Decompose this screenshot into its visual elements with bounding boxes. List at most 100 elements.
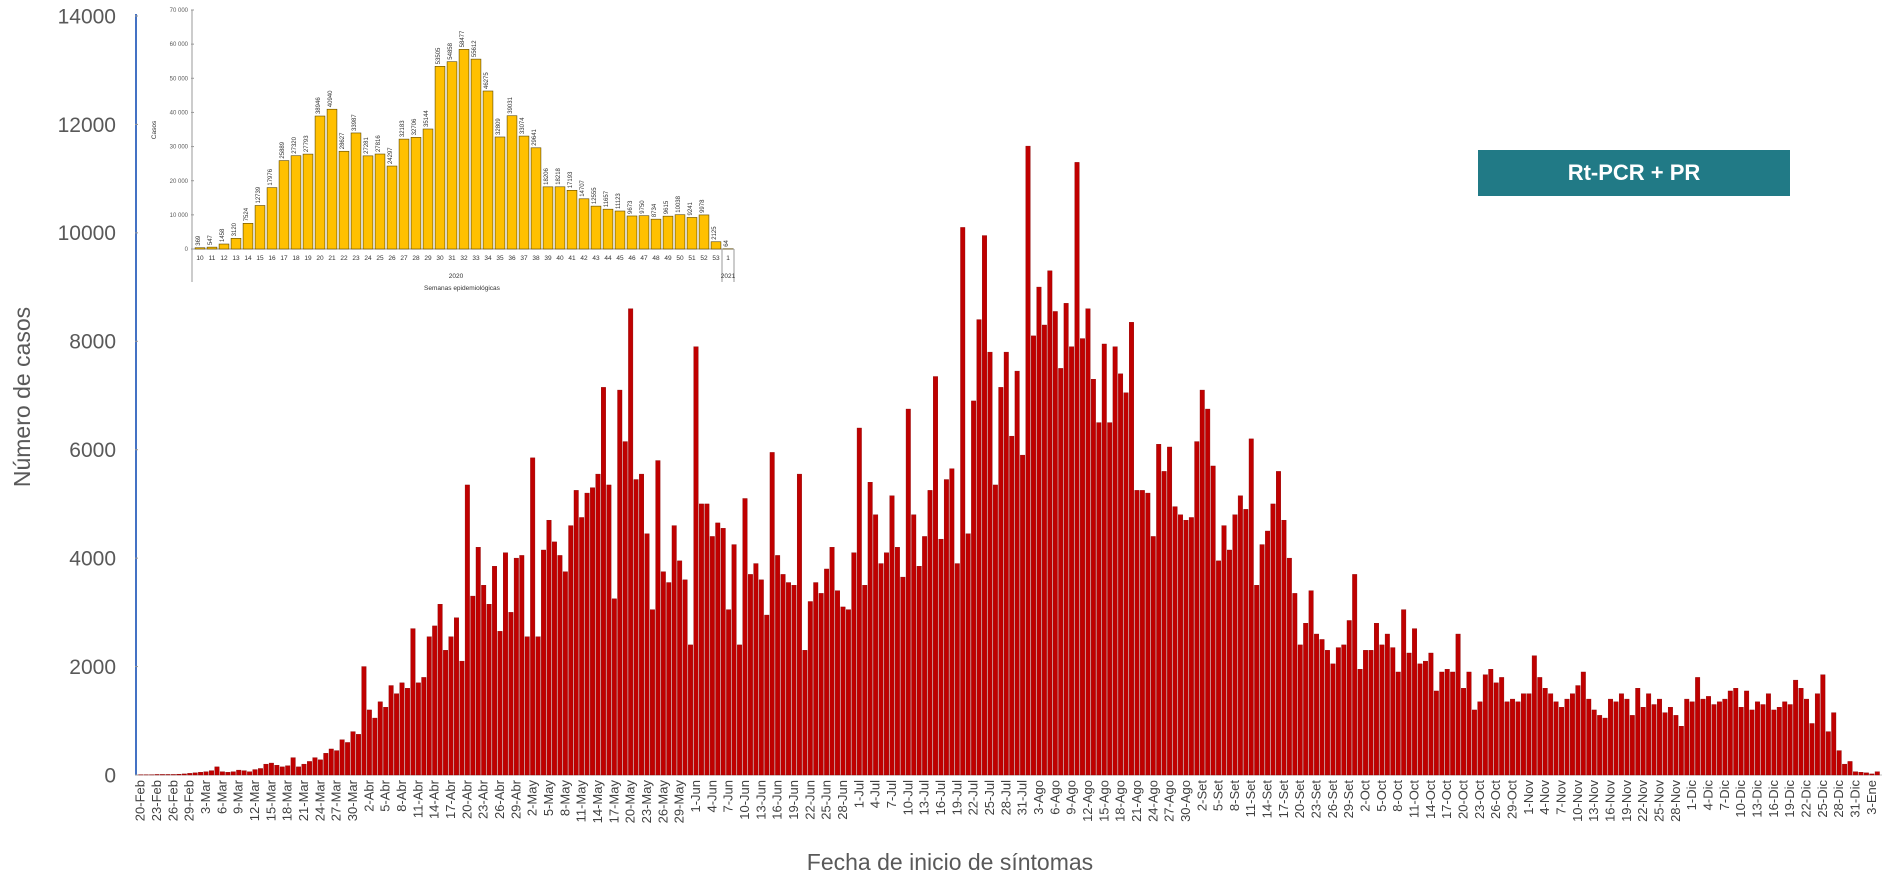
x-tick-label: 23 xyxy=(352,255,360,262)
y-tick-label: 10 000 xyxy=(170,213,189,219)
bar xyxy=(1531,655,1537,776)
bar xyxy=(845,609,851,776)
bar xyxy=(482,90,494,250)
x-tick-label: 25-Nov xyxy=(1652,780,1667,822)
value-label: 64 xyxy=(724,239,730,246)
x-tick-label: 18 xyxy=(292,255,300,262)
x-tick-label: 1-Jun xyxy=(688,780,703,813)
bar xyxy=(1640,707,1646,776)
bar xyxy=(268,762,274,776)
value-label: 9241 xyxy=(688,201,694,215)
x-tick-label: 1-Jul xyxy=(851,780,866,808)
value-label: 8734 xyxy=(652,203,658,217)
bar xyxy=(530,147,542,250)
bar xyxy=(279,766,285,776)
bar xyxy=(1150,536,1156,776)
x-tick-label: 48 xyxy=(652,255,660,262)
x-tick-label: 14-Abr xyxy=(427,779,442,819)
bar xyxy=(1297,644,1303,776)
bar xyxy=(982,235,987,776)
x-tick-label: 6-Mar xyxy=(214,779,229,814)
x-tick-label: 7-Nov xyxy=(1554,780,1569,815)
bar xyxy=(1575,685,1581,776)
x-tick-label: 10-Jun xyxy=(737,780,752,820)
bar xyxy=(578,198,590,250)
bar xyxy=(602,208,614,250)
value-label: 32706 xyxy=(412,118,418,135)
x-tick-label: 13-Jul xyxy=(917,780,932,816)
bar xyxy=(398,138,410,250)
bar xyxy=(1090,379,1096,776)
bar xyxy=(1156,444,1162,776)
bar xyxy=(426,636,432,776)
value-label: 39031 xyxy=(508,96,514,113)
value-label: 17193 xyxy=(568,171,574,188)
bar xyxy=(302,153,314,250)
bar xyxy=(835,590,840,776)
x-tick-label: 24-Ago xyxy=(1145,780,1160,822)
bar xyxy=(1314,633,1320,776)
x-tick-label: 22-Jul xyxy=(966,780,981,816)
x-tick-label: 41 xyxy=(568,255,576,262)
value-label: 32809 xyxy=(496,118,502,135)
x-tick-label: 38 xyxy=(532,255,540,262)
y-tick-label: 14000 xyxy=(58,5,116,28)
x-tick-label: 4-Jun xyxy=(704,780,719,813)
x-tick-label: 40 xyxy=(556,255,564,262)
x-tick-label: 13 xyxy=(232,255,240,262)
x-tick-label: 8-May xyxy=(557,780,572,817)
bar xyxy=(154,774,160,776)
bar xyxy=(1270,503,1276,776)
x-tick-label: 27-Mar xyxy=(329,779,344,821)
x-tick-label: 15 xyxy=(256,255,264,262)
bar xyxy=(1444,669,1450,776)
bar xyxy=(1673,715,1679,776)
bar xyxy=(236,769,242,776)
x-tick-label: 29 xyxy=(424,255,432,262)
bar xyxy=(1537,677,1543,776)
bar xyxy=(1782,701,1788,776)
bar xyxy=(1319,639,1325,776)
bar xyxy=(530,457,536,776)
bar xyxy=(1477,701,1483,776)
bar xyxy=(1771,709,1777,776)
bar xyxy=(405,688,410,776)
bar xyxy=(492,566,497,776)
bar xyxy=(274,765,280,776)
x-tick-label: 19 xyxy=(304,255,312,262)
bar xyxy=(1188,517,1194,776)
bar xyxy=(1303,623,1309,776)
x-tick-label: 2-May xyxy=(525,780,540,817)
bar xyxy=(922,536,928,776)
bar xyxy=(1112,346,1118,776)
bar xyxy=(662,215,674,250)
x-tick-label: 10-Nov xyxy=(1570,780,1585,822)
bar xyxy=(704,503,710,776)
bar xyxy=(394,693,400,776)
x-tick-label: 13-Dic xyxy=(1750,780,1765,818)
x-tick-label: 35 xyxy=(496,255,504,262)
bar xyxy=(764,614,770,776)
x-tick-label: 12 xyxy=(220,255,228,262)
bar xyxy=(1874,771,1880,776)
x-tick-label: 6-Ago xyxy=(1047,780,1062,815)
x-tick-label: 31-Jul xyxy=(1015,780,1030,816)
x-tick-label: 17-Set xyxy=(1276,780,1291,819)
bar xyxy=(339,739,345,776)
bar xyxy=(1020,454,1026,776)
bar xyxy=(1210,465,1216,776)
x-tick-label: 32 xyxy=(460,255,468,262)
value-label: 27281 xyxy=(364,137,370,154)
bar xyxy=(552,541,557,776)
x-tick-label: 2-Oct xyxy=(1358,780,1373,812)
x-tick-label: 20-Set xyxy=(1292,780,1307,819)
x-tick-label: 23-Feb xyxy=(149,780,164,821)
bar xyxy=(1831,712,1837,776)
bar xyxy=(366,709,372,776)
bar xyxy=(1738,707,1744,776)
x-tick-label: 9-Ago xyxy=(1064,780,1079,815)
bar xyxy=(639,473,644,776)
x-tick-label: 39 xyxy=(544,255,552,262)
bar xyxy=(554,186,566,250)
bar xyxy=(894,547,900,776)
